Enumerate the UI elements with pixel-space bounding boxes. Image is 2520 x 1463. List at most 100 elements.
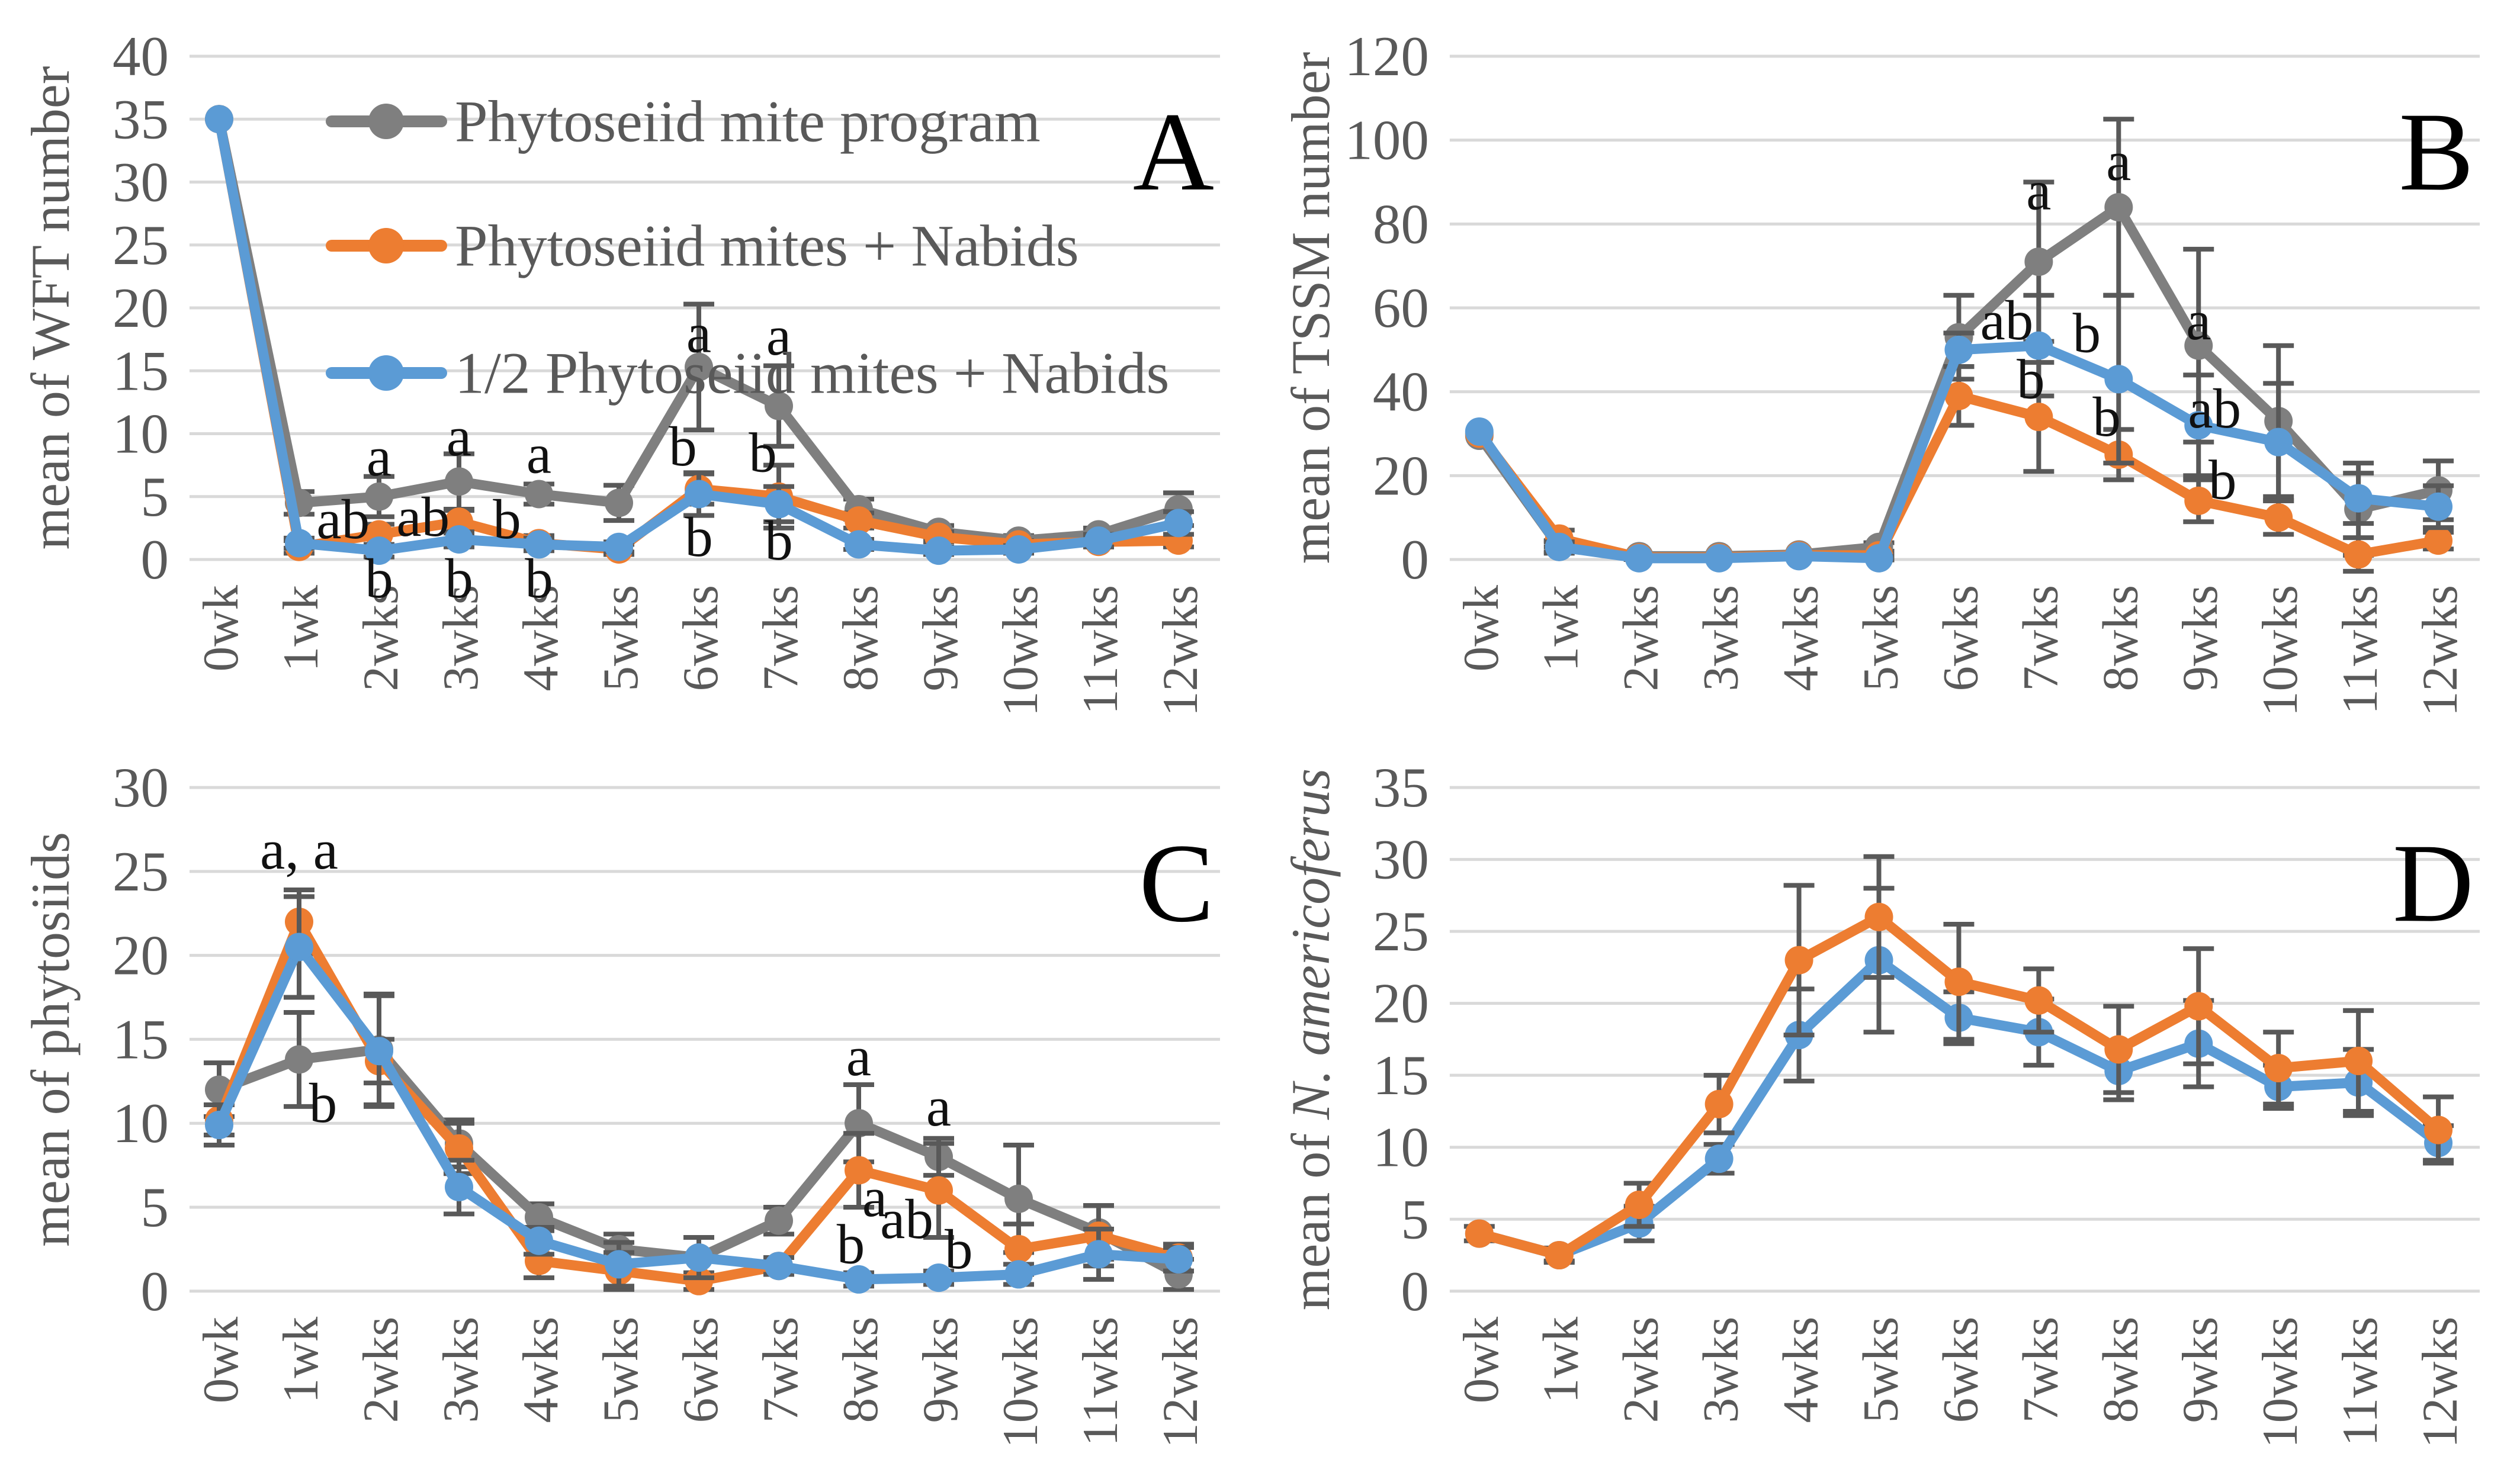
y-tick-label: 10 xyxy=(1373,1116,1429,1179)
x-tick-label: 0wk xyxy=(193,585,249,672)
y-tick-label: 0 xyxy=(141,1260,169,1323)
data-point-marker xyxy=(1465,1219,1494,1248)
y-axis-label-italic-part: N. americoferus xyxy=(1280,769,1341,1120)
x-tick-label: 10wks xyxy=(993,1317,1048,1448)
series-blue xyxy=(1465,292,2454,573)
significance-letter: a xyxy=(367,425,391,488)
y-axis-label: mean of phytosiids xyxy=(20,832,81,1247)
y-tick-label: 20 xyxy=(113,924,169,987)
legend-item: 1/2 Phytoseiid mites + Nabids xyxy=(326,340,1169,406)
x-tick-label: 10wks xyxy=(993,585,1048,716)
y-tick-label: 40 xyxy=(1373,361,1429,423)
legend-item-label: Phytoseiid mites + Nabids xyxy=(455,213,1079,279)
y-tick-label: 35 xyxy=(1373,756,1429,819)
x-tick-label: 0wk xyxy=(1453,1316,1509,1403)
significance-letter: a xyxy=(766,304,791,367)
y-tick-label: 15 xyxy=(1373,1044,1429,1107)
panel-a: 0 5 10 15 20 25 30 35 40 0wk 1wk 2wks 3wks 4wks 5wks 6w… xyxy=(0,0,1260,731)
x-tick-label: 12wks xyxy=(1153,585,1208,716)
data-point-marker xyxy=(1944,335,1973,364)
x-tick-label: 4wks xyxy=(513,585,569,691)
panel-letter: A xyxy=(1133,90,1214,214)
x-tick-label: 11wks xyxy=(2332,1317,2388,1446)
data-point-marker xyxy=(1004,1184,1033,1213)
x-tick-label: 0wk xyxy=(1453,584,1509,671)
legend-point-marker xyxy=(368,355,404,391)
significance-letter: a xyxy=(527,423,551,485)
x-tick-label: 10wks xyxy=(2252,1317,2308,1448)
x-tick-label: 6wks xyxy=(1932,1317,1988,1423)
significance-letter: b xyxy=(525,547,553,610)
data-point-marker xyxy=(685,1243,713,1272)
significance-letter: b xyxy=(493,488,521,551)
x-tick-label: 1wk xyxy=(273,585,329,672)
panel-c-chart: 0 5 10 15 20 25 30 0wk 1wk 2wks 3wks 4wks 5wks 6wks 7w… xyxy=(20,756,1220,1448)
x-tick-label: 3wks xyxy=(433,1317,489,1423)
y-axis-label: mean of N. americoferus xyxy=(1280,769,1341,1310)
data-point-marker xyxy=(1004,1234,1033,1263)
x-tick-label: 12wks xyxy=(1153,1317,1208,1448)
x-tick-label: 5wks xyxy=(1853,1317,1909,1423)
significance-letter: b xyxy=(749,421,777,484)
data-point-marker xyxy=(445,525,473,554)
data-point-marker xyxy=(924,1176,953,1205)
significance-letter: b xyxy=(2092,385,2120,448)
data-point-marker xyxy=(2264,503,2293,532)
y-tick-label: 120 xyxy=(1344,25,1428,88)
significance-letter: b xyxy=(669,415,697,478)
x-tick-label: 9wks xyxy=(913,585,968,691)
significance-letter: a xyxy=(686,302,711,365)
data-point-marker xyxy=(2344,540,2373,569)
series-line xyxy=(214,941,1184,1285)
x-tick-label: 10wks xyxy=(2252,585,2308,716)
data-point-marker xyxy=(924,536,953,565)
x-tick-label: 11wks xyxy=(1073,1317,1128,1446)
x-tick-label: 9wks xyxy=(913,1317,968,1423)
y-tick-label: 0 xyxy=(1401,1260,1428,1323)
x-tick-label: 1wk xyxy=(1533,584,1589,671)
data-point-marker xyxy=(2024,247,2053,276)
data-point-marker xyxy=(205,1111,233,1140)
data-point-marker xyxy=(2264,427,2293,456)
data-point-marker xyxy=(1944,967,1973,996)
x-tick-label: 8wks xyxy=(833,1317,888,1423)
x-tick-label: 7wks xyxy=(753,1317,808,1423)
significance-letter: b xyxy=(945,1218,972,1281)
data-point-marker xyxy=(845,530,873,559)
data-point-marker xyxy=(924,1263,953,1292)
y-axis-label: mean of TSSM number xyxy=(1280,52,1341,564)
y-axis-label-part: mean of WFT number xyxy=(20,66,81,550)
x-tick-label: 1wk xyxy=(1533,1316,1589,1403)
data-point-marker xyxy=(1084,1240,1113,1269)
x-tick-label: 11wks xyxy=(2332,585,2388,715)
y-tick-label: 20 xyxy=(1373,444,1429,507)
data-point-marker xyxy=(2184,411,2213,440)
data-point-marker xyxy=(525,1226,553,1255)
y-tick-label: 0 xyxy=(141,528,169,591)
panel-d-chart: 0 5 10 15 20 25 30 35 0wk 1wk 2wks 3wks 4wks 5wks 6wks… xyxy=(1280,756,2480,1448)
x-tick-label: 8wks xyxy=(2092,585,2148,691)
data-point-marker xyxy=(605,1250,633,1279)
data-point-marker xyxy=(1164,1245,1193,1274)
data-point-marker xyxy=(2344,484,2373,513)
data-point-marker xyxy=(1084,526,1113,555)
x-tick-label: 12wks xyxy=(2412,1317,2468,1448)
legend-item: Phytoseiid mites + Nabids xyxy=(326,213,1079,279)
y-tick-label: 25 xyxy=(1373,900,1429,963)
data-point-marker xyxy=(605,488,633,517)
x-tick-label: 7wks xyxy=(753,585,808,691)
x-tick-label: 0wk xyxy=(193,1316,249,1403)
x-tick-label: 8wks xyxy=(2092,1317,2148,1423)
x-tick-label: 3wks xyxy=(1693,1317,1749,1423)
x-tick-label: 7wks xyxy=(2012,585,2068,691)
data-point-marker xyxy=(1784,946,1813,975)
legend-point-marker xyxy=(368,104,404,139)
x-tick-label: 6wks xyxy=(1932,585,1988,691)
data-point-marker xyxy=(1944,381,1973,410)
significance-letter: b xyxy=(365,547,393,610)
data-point-marker xyxy=(2024,986,2053,1015)
y-tick-label: 10 xyxy=(113,1092,169,1155)
data-point-marker xyxy=(1784,542,1813,571)
significance-letter: a xyxy=(2106,130,2131,192)
